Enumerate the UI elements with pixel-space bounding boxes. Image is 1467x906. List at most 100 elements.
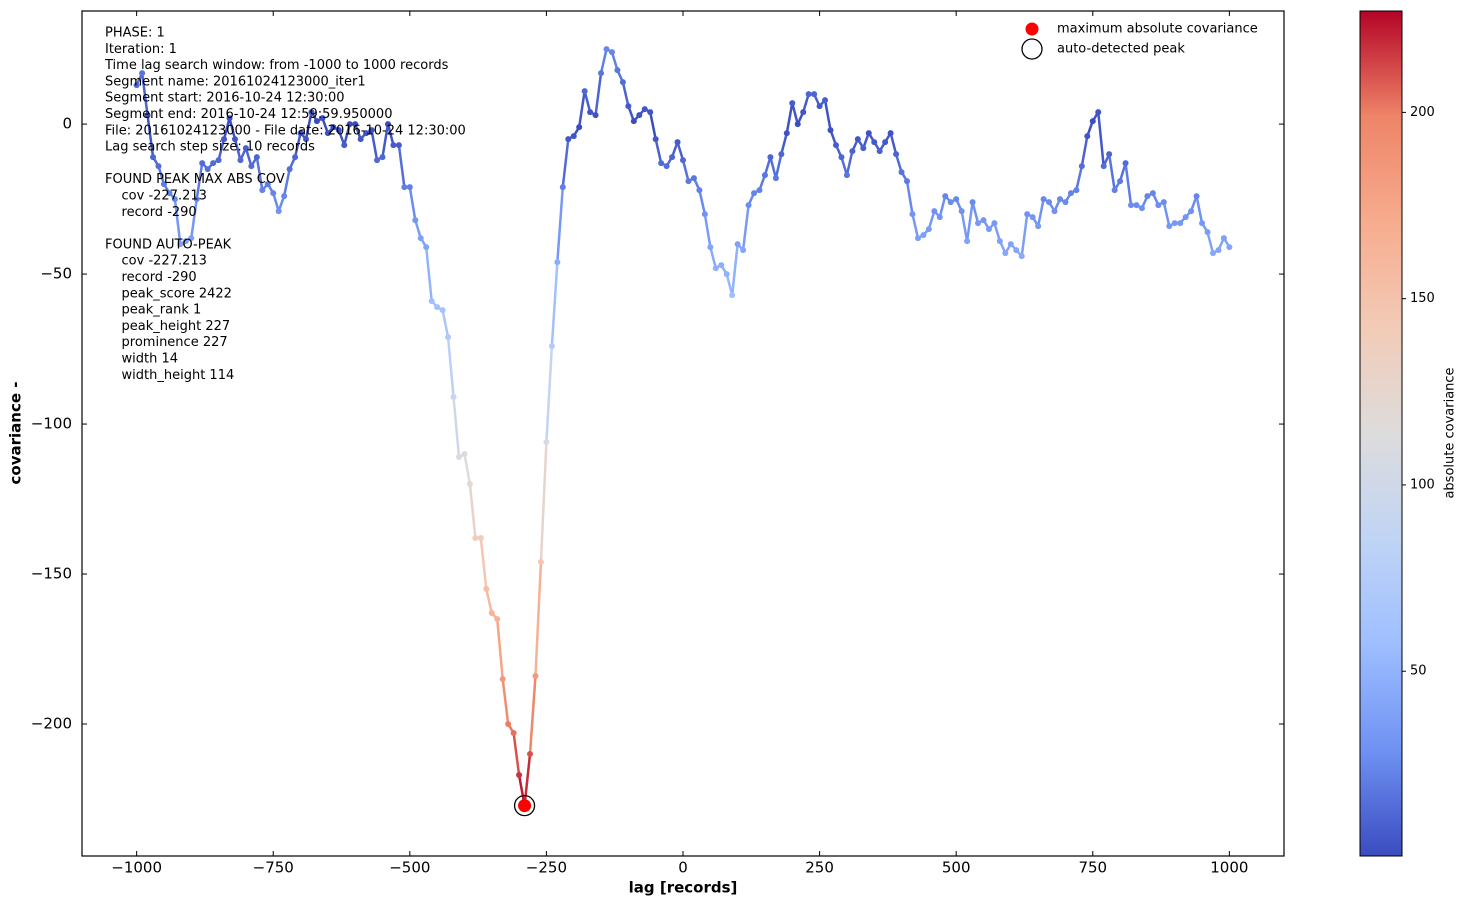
x-tick-label: −500 <box>389 859 430 877</box>
line-segment <box>681 158 690 183</box>
data-point <box>690 175 697 182</box>
data-point <box>483 586 490 593</box>
data-point <box>160 181 167 188</box>
data-point <box>417 235 424 242</box>
data-point <box>466 481 473 488</box>
line-segment <box>528 674 537 756</box>
line-segment <box>468 482 477 540</box>
data-point <box>204 166 211 173</box>
data-point <box>581 88 588 95</box>
data-point <box>1073 187 1080 194</box>
y-tick-label: −150 <box>31 565 72 583</box>
annotation-line: Time lag search window: from -1000 to 10… <box>104 58 449 73</box>
data-point <box>292 154 299 161</box>
data-point <box>603 46 610 53</box>
data-point <box>794 121 801 128</box>
line-segment <box>228 116 237 141</box>
data-point <box>264 181 271 188</box>
line-segment <box>424 245 433 303</box>
y-axis-label: covariance - <box>7 382 25 485</box>
line-segment <box>709 245 718 270</box>
data-point <box>920 232 927 239</box>
data-point <box>1051 208 1058 215</box>
data-point <box>401 184 408 191</box>
data-point <box>1193 193 1200 200</box>
data-point <box>363 130 370 137</box>
line-segment <box>397 143 406 189</box>
data-point <box>1089 118 1096 125</box>
line-segment <box>479 536 488 591</box>
data-point <box>226 115 233 122</box>
x-tick-label: 0 <box>678 859 688 877</box>
line-segment <box>408 185 417 222</box>
data-point <box>210 160 217 167</box>
data-point <box>390 142 397 149</box>
data-point <box>477 535 484 542</box>
data-point <box>248 163 255 170</box>
data-point <box>1040 196 1047 203</box>
data-point <box>712 265 719 272</box>
data-point <box>953 196 960 203</box>
data-point <box>505 721 512 728</box>
data-point <box>1199 220 1206 227</box>
data-point <box>947 199 954 206</box>
line-segment <box>452 395 461 459</box>
line-segment <box>993 221 1002 243</box>
colorbar-tick-label: 50 <box>1410 664 1427 679</box>
line-segment <box>1162 200 1171 228</box>
data-point <box>751 190 758 197</box>
line-segment <box>1075 164 1084 192</box>
data-point <box>1160 199 1167 206</box>
line-segment <box>195 161 204 201</box>
data-point <box>1100 163 1107 170</box>
line-segment <box>271 191 280 213</box>
data-point <box>412 217 419 224</box>
data-point <box>1138 205 1145 212</box>
line-segment <box>1080 134 1089 168</box>
colorbar-label: absolute covariance <box>1443 367 1458 498</box>
x-tick-label: −250 <box>526 859 567 877</box>
annotation-line: cov -227.213 <box>105 189 207 204</box>
data-point <box>991 220 998 227</box>
data-point <box>406 184 413 191</box>
data-point <box>756 187 763 194</box>
data-point <box>384 121 391 128</box>
colorbar <box>1359 10 1403 857</box>
line-segment <box>971 200 980 225</box>
line-segment <box>255 155 264 192</box>
data-point <box>1024 211 1031 218</box>
data-point <box>341 142 348 149</box>
plot-area <box>133 46 1233 817</box>
data-point <box>286 166 293 173</box>
annotation-line: Segment start: 2016-10-24 12:30:00 <box>105 91 345 106</box>
line-segment <box>343 122 351 147</box>
data-point <box>707 244 714 251</box>
line-segment <box>785 101 794 135</box>
data-point <box>843 172 850 179</box>
line-segment <box>293 131 302 159</box>
data-point <box>319 115 326 122</box>
data-point <box>554 259 561 266</box>
data-point <box>188 235 195 242</box>
line-segment <box>304 110 313 141</box>
line-segment <box>244 146 253 168</box>
data-point <box>379 154 386 161</box>
data-point <box>1062 199 1069 206</box>
data-point <box>171 196 178 203</box>
data-point <box>1215 247 1222 254</box>
data-point <box>849 148 856 155</box>
data-point <box>718 262 725 269</box>
data-point <box>838 154 845 161</box>
annotation-line: File: 20161024123000 - File date: 2016-1… <box>105 123 466 138</box>
data-point <box>614 67 621 74</box>
legend-swatch <box>1021 38 1043 60</box>
data-point <box>647 109 654 116</box>
data-point <box>882 139 889 146</box>
data-point <box>259 187 266 194</box>
annotation-line: Segment name: 20161024123000_iter1 <box>105 74 366 89</box>
line-segment <box>927 209 936 231</box>
x-tick-label: 1000 <box>1210 859 1248 877</box>
data-point <box>1177 220 1184 227</box>
line-segment <box>539 440 548 564</box>
data-point <box>527 751 534 758</box>
